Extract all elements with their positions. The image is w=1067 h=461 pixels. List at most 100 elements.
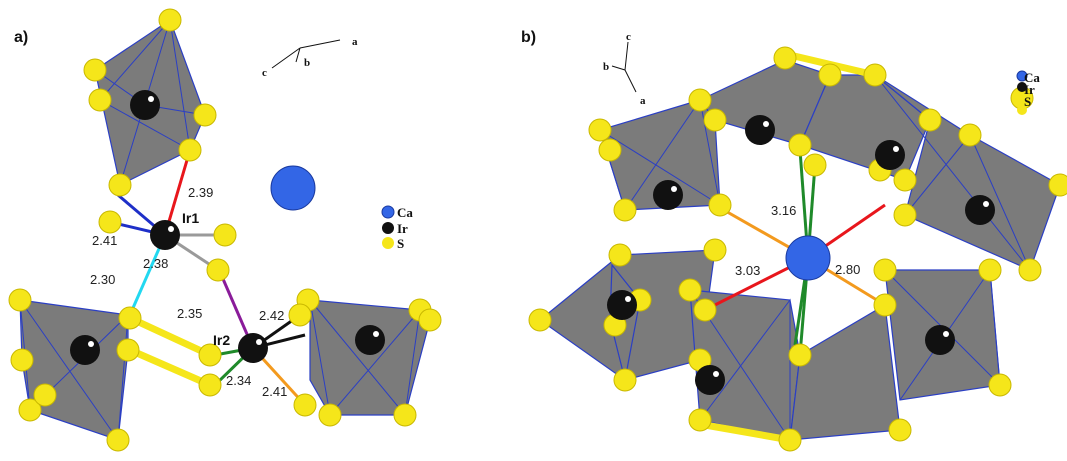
sulfur-atom bbox=[158, 8, 182, 32]
sulfur-atom bbox=[213, 223, 237, 247]
highlight bbox=[983, 201, 989, 207]
sulfur-atom bbox=[918, 108, 942, 132]
panel-label: a) bbox=[14, 29, 28, 46]
iridium-atom bbox=[70, 335, 100, 365]
bond-length: 2.35 bbox=[177, 306, 202, 321]
site-label: Ir2 bbox=[213, 332, 230, 348]
sulfur-atom bbox=[893, 203, 917, 227]
sulfur-atom bbox=[118, 306, 142, 330]
sulfur-atom bbox=[528, 308, 552, 332]
iridium-atom bbox=[695, 365, 725, 395]
calcium-atom bbox=[1016, 70, 1028, 82]
highlight bbox=[168, 226, 174, 232]
labels: a) a b c Ca Ir S Ir1 Ir2 2.39 2.41 2.38 … bbox=[14, 29, 1040, 399]
sulfur-atom bbox=[703, 108, 727, 132]
sulfur-atom bbox=[893, 168, 917, 192]
legend-label: Ir bbox=[397, 221, 408, 236]
legend-label: Ca bbox=[1024, 70, 1040, 85]
sulfur-atom bbox=[198, 343, 222, 367]
sulfur-atom bbox=[778, 428, 802, 452]
highlight bbox=[671, 186, 677, 192]
edge bbox=[689, 289, 791, 442]
bond-length: 2.80 bbox=[835, 262, 860, 277]
iridium-atom bbox=[965, 195, 995, 225]
iridium-atom bbox=[745, 115, 775, 145]
sulfur-atom bbox=[773, 46, 797, 70]
legend-label: Ca bbox=[397, 205, 413, 220]
iridium-atom bbox=[653, 180, 683, 210]
axis-label: a bbox=[352, 36, 358, 48]
bond-length: 2.34 bbox=[226, 373, 251, 388]
sulfur-atom bbox=[288, 303, 312, 327]
sulfur-atom bbox=[106, 428, 130, 452]
highlight bbox=[893, 146, 899, 152]
sulfur-atom bbox=[803, 153, 827, 177]
sulfur-atom bbox=[598, 138, 622, 162]
highlight bbox=[373, 331, 379, 337]
sulfur-atom bbox=[888, 418, 912, 442]
sulfur-atom bbox=[98, 210, 122, 234]
sulfur-atom bbox=[678, 278, 702, 302]
axis-arrows bbox=[271, 39, 637, 93]
sulfur-atom bbox=[8, 288, 32, 312]
legend-label: Ir bbox=[1024, 82, 1035, 97]
legend-swatch bbox=[382, 222, 394, 234]
axis-label: a bbox=[640, 95, 646, 107]
sulfur-atom bbox=[178, 138, 202, 162]
highlight bbox=[713, 371, 719, 377]
sulfur-atom bbox=[958, 123, 982, 147]
legend-swatch bbox=[382, 237, 394, 249]
edge bbox=[874, 74, 1031, 271]
highlight bbox=[943, 331, 949, 337]
iridium-atom bbox=[355, 325, 385, 355]
sulfur-atom bbox=[708, 193, 732, 217]
sulfur-atom bbox=[788, 133, 812, 157]
sulfur-atom bbox=[193, 103, 217, 127]
sulfur-atom bbox=[613, 198, 637, 222]
legend-label: S bbox=[1024, 94, 1031, 109]
sulfur-atom bbox=[818, 63, 842, 87]
sulfur-atom bbox=[198, 373, 222, 397]
iridium-atom bbox=[150, 220, 180, 250]
axis-label: c bbox=[262, 67, 267, 79]
sulfur-atom bbox=[18, 398, 42, 422]
sulfur-atom bbox=[393, 403, 417, 427]
sulfur-atom bbox=[108, 173, 132, 197]
bond-length: 2.41 bbox=[262, 384, 287, 399]
sulfur-atom bbox=[1048, 173, 1067, 197]
bond-length: 2.38 bbox=[143, 256, 168, 271]
iridium-atom bbox=[1017, 82, 1027, 92]
highlight bbox=[148, 96, 154, 102]
sulfur-atom bbox=[688, 408, 712, 432]
atoms bbox=[8, 8, 1067, 452]
sulfur-atom bbox=[293, 393, 317, 417]
iridium-atom bbox=[130, 90, 160, 120]
iridium-atom bbox=[238, 333, 268, 363]
sulfur-atom bbox=[83, 58, 107, 82]
highlight bbox=[625, 296, 631, 302]
sulfur-atom bbox=[988, 373, 1012, 397]
axis-label: b bbox=[304, 57, 310, 69]
ss-bond bbox=[128, 346, 212, 389]
bond-length: 2.30 bbox=[90, 272, 115, 287]
sulfur-atom bbox=[788, 343, 812, 367]
legend-swatch bbox=[1017, 105, 1027, 115]
sulfur-atom bbox=[703, 238, 727, 262]
legend-label: S bbox=[397, 236, 404, 251]
highlight bbox=[763, 121, 769, 127]
ss-bond bbox=[704, 421, 791, 444]
bond-length: 2.41 bbox=[92, 233, 117, 248]
calcium-atom bbox=[270, 165, 316, 211]
sulfur-atom bbox=[608, 243, 632, 267]
iridium-atom bbox=[607, 290, 637, 320]
sulfur-atom bbox=[418, 308, 442, 332]
sulfur-atom bbox=[33, 383, 57, 407]
sulfur-atom bbox=[10, 348, 34, 372]
sulfur-atom bbox=[863, 63, 887, 87]
sulfur-atom bbox=[318, 403, 342, 427]
calcium-atom bbox=[785, 235, 831, 281]
iridium-atom bbox=[875, 140, 905, 170]
octahedron bbox=[789, 304, 901, 441]
bond-length: 2.39 bbox=[188, 185, 213, 200]
panel-label: b) bbox=[521, 29, 536, 46]
